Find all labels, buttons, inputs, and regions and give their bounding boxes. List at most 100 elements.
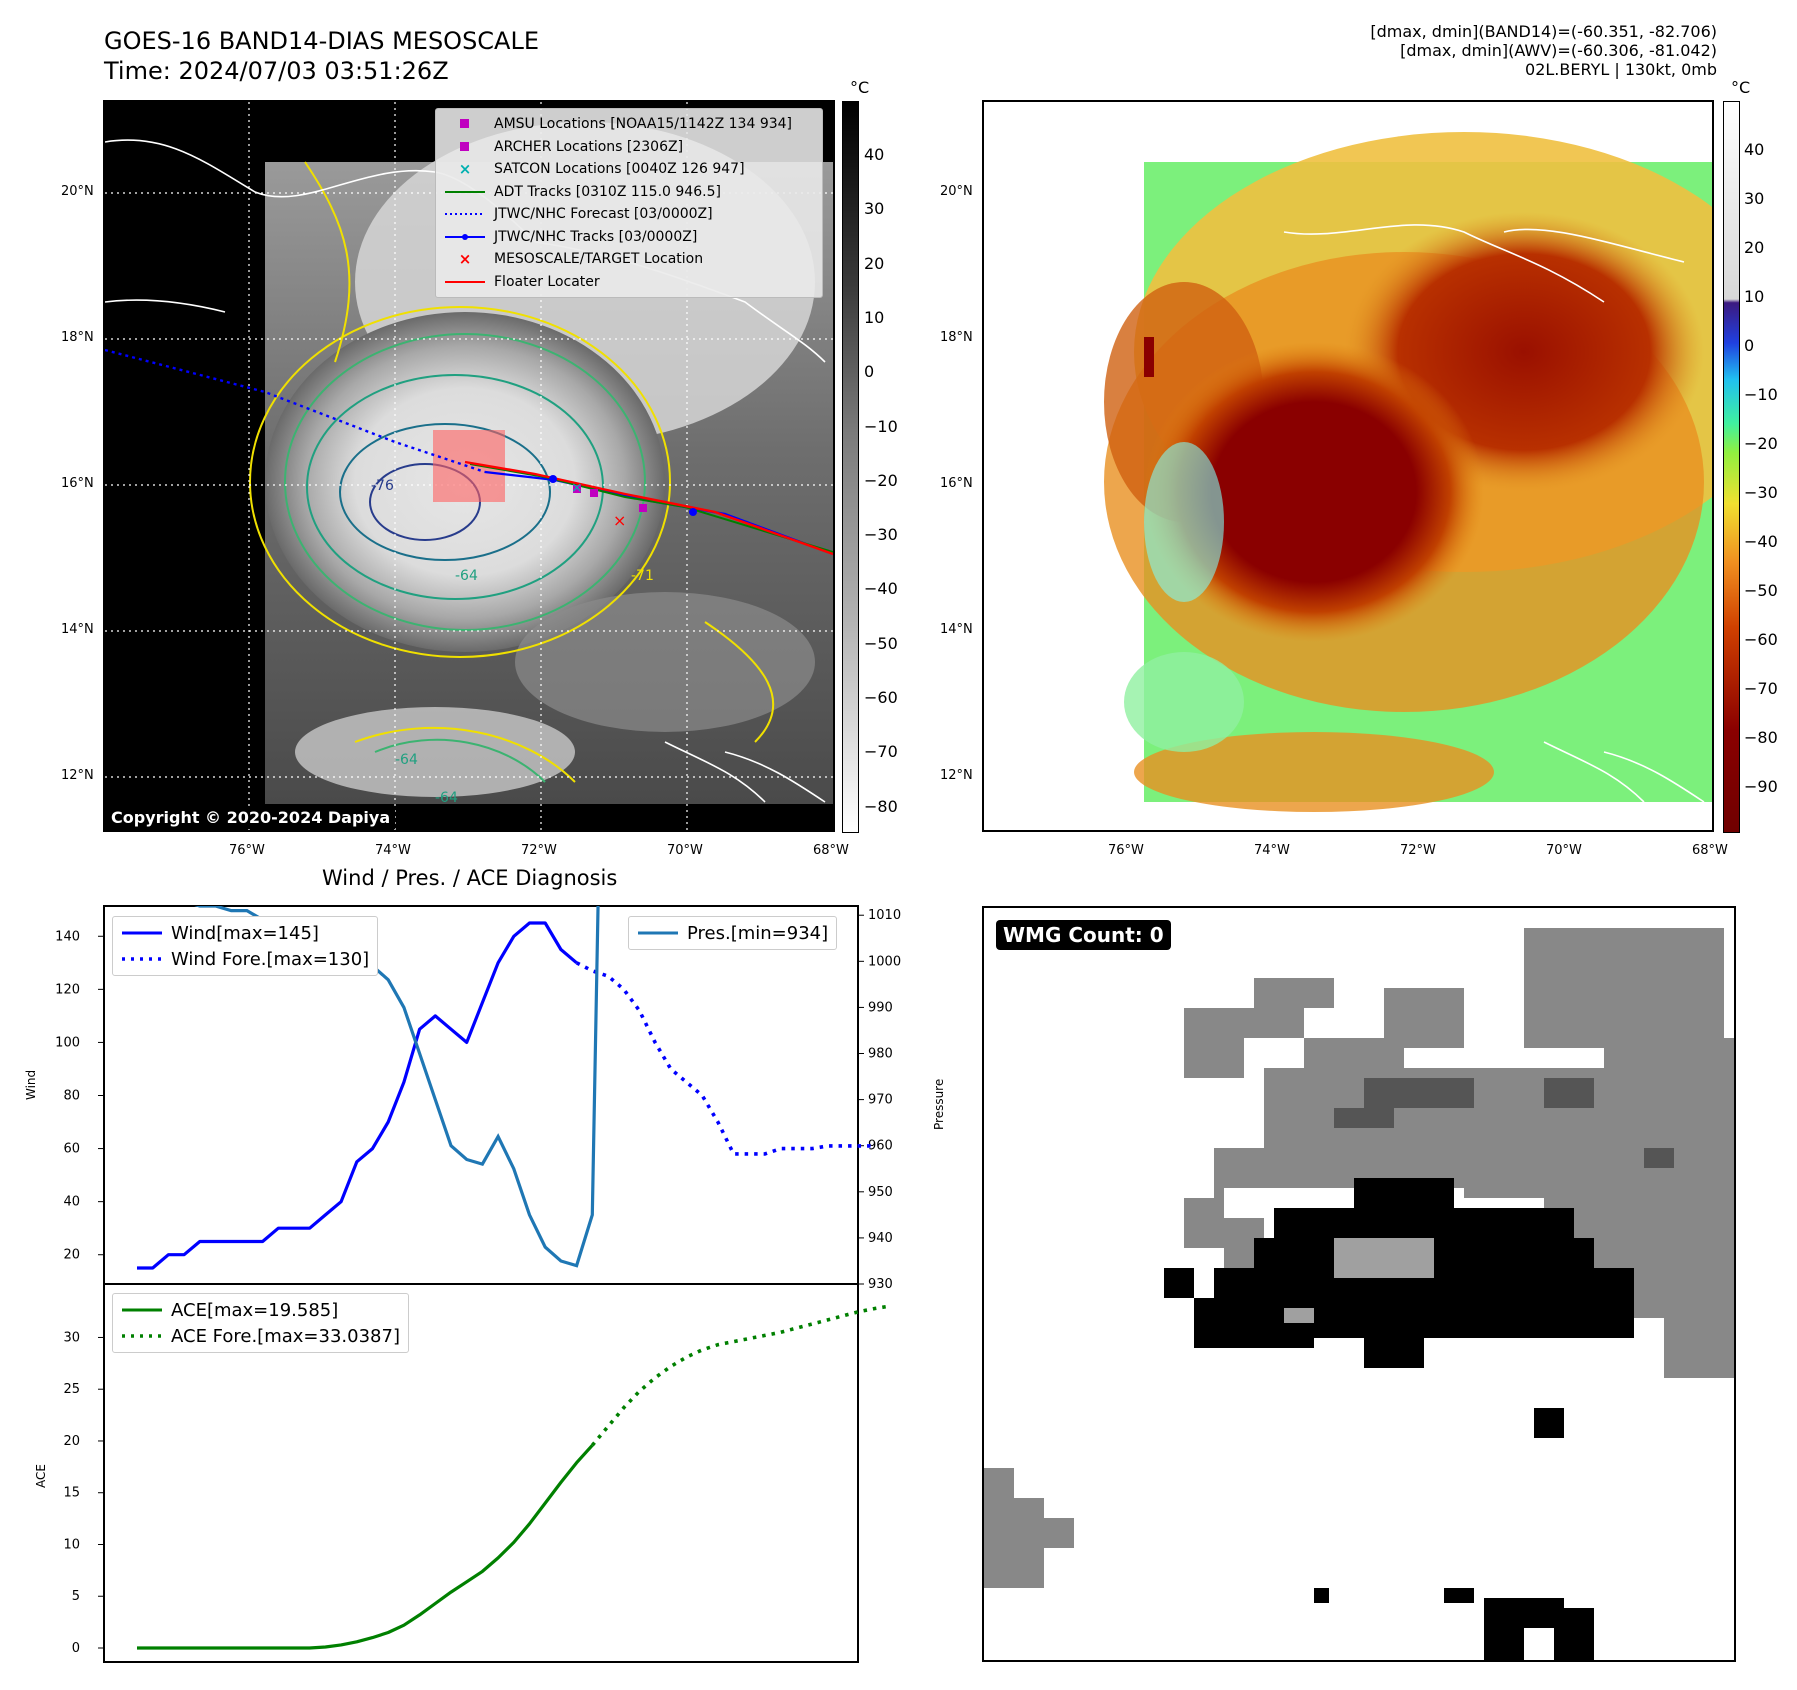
ace-legend: ACE[max=19.585] ACE Fore.[max=33.0387] [112,1293,409,1353]
map-legend: AMSU Locations [NOAA15/1142Z 134 934] AR… [435,108,823,298]
svg-text:×: × [613,511,626,530]
colorbar-tick-label: 30 [864,199,885,219]
ace-tick-label: 0 [72,1641,80,1656]
legend-item-forecast: JTWC/NHC Forecast [03/0000Z] [445,206,713,223]
ace-forecast-line [590,1304,891,1447]
lat-label: 12°N [61,768,94,783]
pressure-tick-label: 960 [868,1139,893,1154]
pressure-tick-label: 1000 [868,954,901,969]
wind-tick-label: 140 [55,929,80,944]
colorbar-tick-label: 10 [864,307,885,327]
awv-map-image [1104,132,1712,812]
lat-label: 18°N [61,330,94,345]
ace-tick-label: 10 [63,1537,80,1552]
wind-tick-label: 60 [63,1142,80,1157]
ir-colorbar-unit: °C [850,78,870,97]
colorbar-tick-label: 40 [864,145,885,164]
lon-label: 70°W [1546,843,1582,858]
info-line-2: [dmax, dmin](AWV)=(-60.306, -81.042) [1400,41,1717,60]
pressure-tick-label: 990 [868,1000,893,1015]
colorbar-tick-label: −10 [1744,385,1778,404]
pressure-legend: Pres.[min=934] [628,916,838,950]
lon-label: 72°W [521,843,557,858]
colorbar-tick-label: −60 [864,688,898,707]
title-line-2: Time: 2024/07/03 03:51:26Z [104,57,449,85]
lon-label: 74°W [375,843,411,858]
awv-colorbar [1723,101,1740,833]
pressure-tick-label: 970 [868,1093,893,1108]
colorbar-tick-label: 20 [864,253,885,273]
colorbar-tick-label: 40 [1744,140,1765,159]
pressure-tick-label: 1010 [868,908,901,923]
contour-label: -64 [435,790,458,806]
ir-map-panel: × × -64 -64 -71 -76 -64 Copyright © 2020… [103,100,835,832]
colorbar-tick-label: −20 [864,470,898,490]
lon-label: 70°W [667,843,703,858]
wmg-cell [1644,1148,1674,1168]
lat-label: 20°N [61,184,94,199]
info-line-3: 02L.BERYL | 130kt, 0mb [1525,60,1717,79]
title-line-1: GOES-16 BAND14-DIAS MESOSCALE [104,27,540,55]
floater-track [464,460,833,556]
pressure-tick-label: 980 [868,1047,893,1062]
legend-item-ace-forecast: ACE Fore.[max=33.0387] [122,1325,400,1347]
wmg-cell [1384,988,1464,1048]
colorbar-tick-label: −50 [1744,581,1778,600]
adt-track [469,463,833,553]
wmg-panel: WMG Count: 0 [982,906,1736,1662]
figure-title: GOES-16 BAND14-DIAS MESOSCALE Time: 2024… [104,26,539,86]
wmg-cell [1444,1588,1474,1603]
ir-colorbar [842,101,859,833]
ace-line [137,1444,594,1650]
colorbar-tick-label: −40 [864,579,898,599]
lat-label: 16°N [61,476,94,491]
wmg-cell [984,1468,1014,1588]
colorbar-tick-label: −50 [864,633,898,653]
wmg-cell [1184,1038,1244,1078]
legend-item-wind-forecast: Wind Fore.[max=130] [122,948,370,970]
colorbar-tick-label: 20 [1744,238,1765,257]
legend-item-floater: Floater Locater [445,273,600,290]
lat-label: 18°N [940,330,973,345]
wmg-cell [1044,1518,1074,1548]
lon-label: 76°W [229,843,265,858]
wind-forecast-line [575,961,875,1156]
wmg-cell [1354,1178,1454,1208]
lon-label: 76°W [1108,843,1144,858]
colorbar-tick-label: 0 [864,362,875,382]
awv-colorbar-unit: °C [1731,78,1751,97]
info-line-1: [dmax, dmin](BAND14)=(-60.351, -82.706) [1370,22,1717,41]
wmg-cell [1314,1588,1329,1603]
legend-item-nhc-tracks: JTWC/NHC Tracks [03/0000Z] [444,226,814,249]
wind-tick-label: 40 [63,1195,80,1210]
lat-label: 20°N [940,184,973,199]
wmg-cell [1334,1108,1394,1128]
data-range-info: [dmax, dmin](BAND14)=(-60.351, -82.706) … [1370,22,1717,79]
legend-item-ace: ACE[max=19.585] [122,1299,339,1321]
archer-marker [590,489,598,497]
legend-item-target: × MESOSCALE/TARGET Location [458,250,704,269]
wmg-cell [1364,1078,1474,1108]
wind-tick-label: 120 [55,982,80,997]
colorbar-tick-label: 10 [1744,287,1765,306]
colorbar-tick-label: −30 [864,525,898,545]
wind-legend: Wind[max=145] Wind Fore.[max=130] [112,916,379,976]
wind-tick-label: 20 [63,1248,80,1263]
wmg-cell [1564,1608,1594,1660]
wmg-cell [1524,928,1724,1048]
wmg-classification-grid [984,928,1734,1660]
wmg-cell [1534,1408,1564,1438]
lat-label: 14°N [61,622,94,637]
contour-label: -76 [371,478,394,494]
colorbar-tick-label: −80 [864,796,898,816]
awv-map-panel [982,100,1714,832]
legend-item-adt: ADT Tracks [0310Z 115.0 946.5] [445,183,721,200]
colorbar-tick-label: −90 [1744,777,1778,796]
wind-line [137,921,578,1270]
ace-tick-label: 20 [63,1434,80,1449]
wmg-cell [1524,1628,1554,1660]
contour-label: -71 [631,568,654,584]
wmg-cell [1184,1008,1304,1038]
amsu-marker [573,485,581,493]
colorbar-tick-label: −70 [1744,679,1778,698]
